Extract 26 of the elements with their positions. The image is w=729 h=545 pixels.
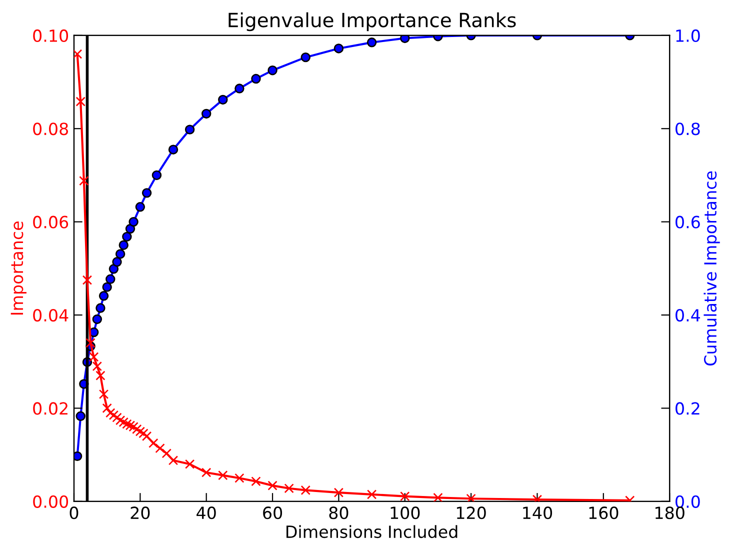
x-tick-label: 40	[196, 506, 216, 520]
y-tick-label: 0.04	[33, 308, 68, 322]
x-tick-label: 180	[656, 506, 684, 520]
y2-tick-label: 1.0	[676, 29, 700, 42]
y-tick-label: 0.00	[33, 495, 68, 508]
y-tick-label: 0.02	[33, 402, 68, 415]
y-tick-label: 0.06	[33, 216, 68, 228]
x-tick-label: 80	[329, 506, 348, 520]
x-tick-label: 160	[589, 506, 618, 520]
y-tick-label: 0.10	[33, 29, 68, 42]
x-tick-label: 120	[456, 506, 486, 520]
y2-tick-label: 0.0	[676, 495, 700, 508]
x-tick-label: 0	[70, 506, 78, 520]
chart-title: Eigenvalue Importance Ranks	[228, 12, 516, 32]
x-tick-label: 20	[130, 506, 150, 520]
x-axis-title: Dimensions Included	[286, 525, 458, 538]
y2-tick-label: 0.4	[676, 308, 700, 322]
x-tick-label: 140	[523, 506, 552, 520]
y2-axis-title: Cumulative Importance	[704, 171, 720, 366]
y2-tick-label: 0.6	[676, 216, 700, 228]
y2-tick-label: 0.2	[676, 402, 700, 415]
x-tick-label: 60	[263, 506, 282, 520]
y2-tick-label: 0.8	[676, 122, 700, 136]
x-tick-label: 100	[390, 506, 420, 520]
y-tick-label: 0.08	[33, 122, 68, 136]
y-axis-title: Importance	[10, 222, 26, 315]
